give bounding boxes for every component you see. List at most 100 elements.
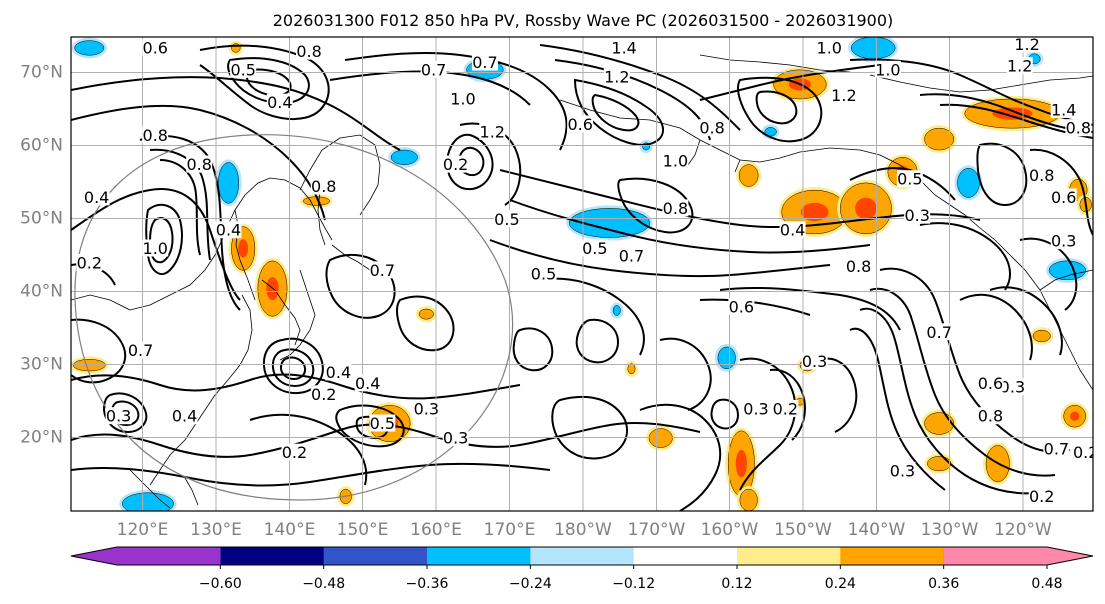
pc-negative-patch: [1048, 260, 1086, 281]
pv-contour: [710, 398, 740, 430]
pv-contour: [879, 267, 1071, 453]
pv-contour: [139, 135, 241, 311]
contour-label-bg: [742, 399, 769, 417]
contour-labels: 0.60.50.80.40.7 0.71.01.20.80.80.81.00.50…: [76, 37, 1093, 506]
contour-label: 0.5: [582, 239, 607, 258]
pv-contour: [148, 217, 174, 264]
contour-label: 0.5: [531, 265, 556, 284]
contour-label: 0.5: [494, 210, 519, 229]
pc-positive-patch: [927, 456, 952, 472]
contour-label: 0.3: [890, 461, 915, 480]
contour-label: 0.7: [472, 53, 497, 72]
pc-positive-patch: [924, 127, 955, 151]
lat-label: 20°N: [20, 428, 63, 448]
contour-label-bg: [105, 407, 132, 425]
pv-contour: [489, 239, 831, 278]
contour-label: 0.3: [904, 206, 929, 225]
contour-label-bg: [1050, 232, 1077, 250]
contour-label: 0.3: [743, 399, 768, 418]
colorbar-segment: [633, 547, 738, 565]
pc-positive-patch: [72, 359, 106, 372]
contour-label-bg: [479, 122, 506, 140]
contour-label-bg: [310, 385, 337, 403]
pc-strong-positive-core: [992, 107, 1033, 120]
pv-contour: [71, 104, 326, 221]
contour-label: 0.3: [443, 429, 468, 448]
colorbar-tick-label: −0.12: [612, 576, 655, 592]
contour-label-bg: [1043, 440, 1070, 458]
contour-label-bg: [728, 297, 755, 315]
contour-label: 1.2: [604, 68, 629, 87]
lon-label: 170°W: [628, 520, 686, 540]
pv-contour: [699, 298, 811, 316]
lon-label: 150°E: [337, 520, 389, 540]
contour-label: 0.2: [311, 385, 336, 404]
contour-label: 1.0: [817, 38, 842, 57]
contour-label-bg: [603, 68, 630, 86]
pc-positive-patch: [418, 308, 434, 320]
contour-label-bg: [369, 414, 396, 432]
pc-positive-patch: [648, 428, 673, 448]
contour-label-bg: [816, 38, 843, 56]
colorbar-tick-label: 0.48: [1031, 576, 1062, 592]
pv-contour: [699, 64, 881, 101]
pv-contour: [959, 293, 1033, 361]
contour-label: 0.4: [267, 93, 292, 112]
pv-contour: [344, 51, 568, 151]
contour-label: 0.5: [230, 60, 255, 79]
contour-label: 0.8: [186, 155, 211, 174]
contour-label: 0.3: [1051, 232, 1076, 251]
pv-contour: [755, 90, 798, 125]
pv-contour: [199, 44, 330, 121]
contour-label: 0.4: [84, 188, 109, 207]
contour-label-bg: [662, 199, 689, 217]
lon-label: 130°W: [921, 520, 979, 540]
contour-label-bg: [926, 323, 953, 341]
pc-negative-patch: [568, 208, 651, 238]
contour-label-bg: [874, 60, 901, 78]
pv-contour: [1029, 148, 1093, 236]
lon-label: 160°W: [701, 520, 759, 540]
colorbar-tick-label: −0.36: [406, 576, 449, 592]
coastline-arctic: [699, 54, 1093, 93]
contour-label-bg: [977, 374, 1004, 392]
contour-label: 0.7: [1044, 440, 1069, 459]
contour-label-bg: [1028, 487, 1055, 505]
figure-title: 2026031300 F012 850 hPa PV, Rossby Wave …: [273, 11, 894, 30]
pv-contour: [335, 404, 405, 448]
longitude-labels: 120°E 130°E 140°E 150°E 160°E 170°E 180°…: [117, 520, 1052, 540]
pc-negative-patch: [122, 492, 174, 511]
pv-contour: [499, 169, 981, 229]
pv-contour: [262, 337, 324, 395]
contour-label: 0.4: [172, 407, 197, 426]
pv-contour: [1019, 237, 1078, 311]
contour-label-bg: [420, 60, 447, 78]
pc-negative-patch: [612, 305, 621, 316]
contour-label-bg: [1050, 100, 1077, 118]
contour-label-bg: [471, 53, 498, 71]
pv-contour: [539, 44, 741, 131]
contour-label-bg: [442, 429, 469, 447]
colorbar-segment: [530, 547, 635, 565]
lon-label: 140°W: [848, 520, 906, 540]
contour-label: 0.8: [846, 257, 871, 276]
contour-label: 1.2: [1007, 57, 1032, 76]
pc-negative-patch: [850, 37, 896, 60]
latitude-labels: 70°N 60°N 50°N 40°N 30°N 20°N: [20, 63, 63, 448]
contour-label: 0.6: [143, 38, 168, 57]
contour-label: 1.0: [663, 151, 688, 170]
pc-positive-patch: [739, 488, 758, 511]
map-area: 0.60.50.80.40.7 0.71.01.20.80.80.81.00.50…: [70, 36, 1094, 512]
contour-label: 0.2: [773, 399, 798, 418]
contour-label: 0.2: [77, 254, 102, 273]
pc-positive-patch: [1032, 329, 1051, 343]
pv-contour: [71, 462, 551, 487]
pc-positive-patch: [627, 363, 636, 375]
contour-label-bg: [1065, 119, 1092, 137]
contour-label: 0.5: [897, 170, 922, 189]
contour-label: 0.8: [1066, 119, 1091, 138]
contour-label: 0.6: [729, 297, 754, 316]
contour-label: 0.2: [282, 443, 307, 462]
contour-label-bg: [1006, 57, 1033, 75]
